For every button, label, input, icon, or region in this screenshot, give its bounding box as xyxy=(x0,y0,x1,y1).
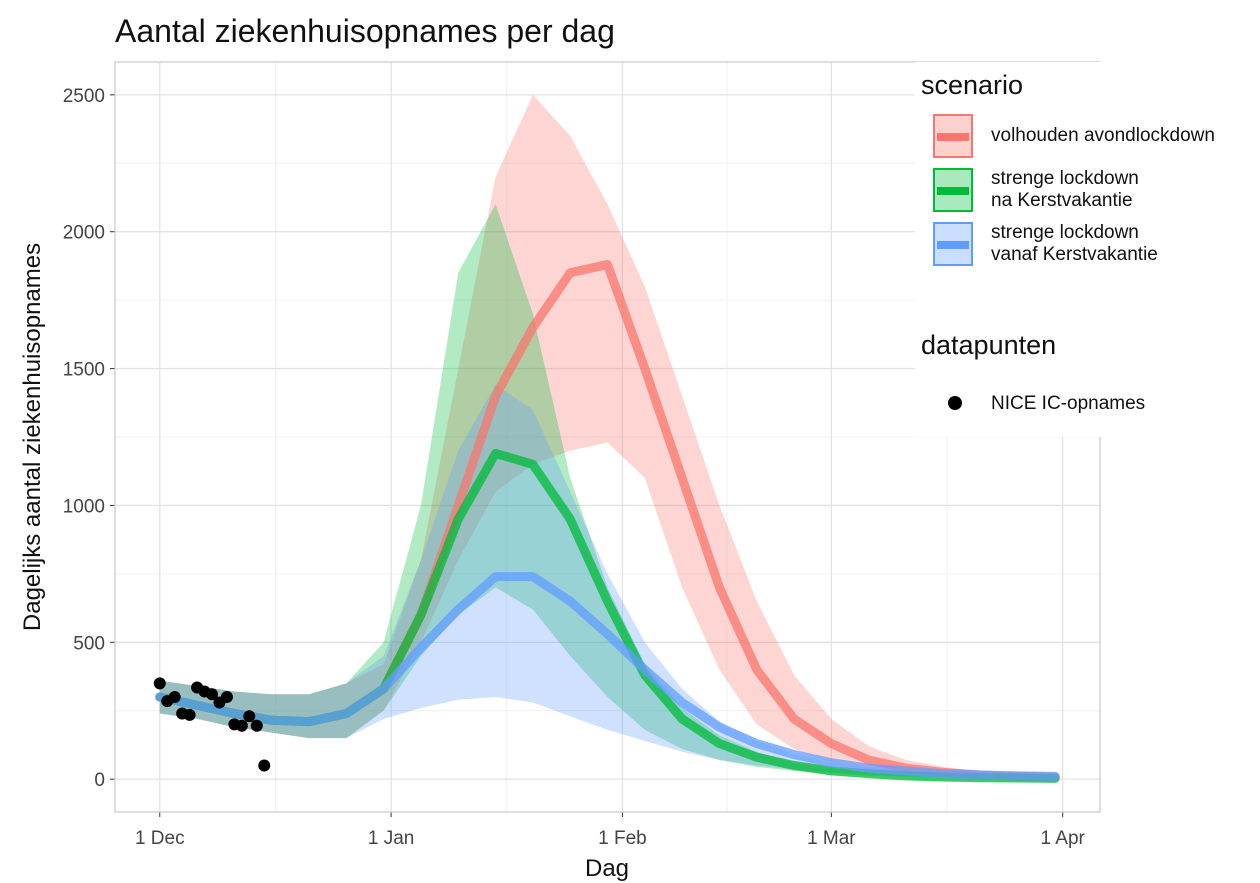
x-tick-label: 1 Dec xyxy=(135,828,185,849)
legend-label: NICE IC-opnames xyxy=(991,393,1146,414)
panel-border xyxy=(114,61,1101,813)
legend-item: volhouden avondlockdown xyxy=(933,114,1260,158)
legend-item: NICE IC-opnames xyxy=(933,382,1260,426)
y-tick-label: 0 xyxy=(94,770,105,791)
data-point xyxy=(153,677,166,690)
data-point xyxy=(258,759,271,772)
y-tick-label: 1000 xyxy=(63,496,105,517)
y-tick-label: 2000 xyxy=(63,223,105,244)
legend-item: strenge lockdown vanaf Kerstvakantie xyxy=(933,222,1260,266)
x-tick-label: 1 Jan xyxy=(368,828,414,849)
data-point xyxy=(243,710,256,723)
legend-line xyxy=(937,133,969,141)
legend-label: strenge lockdown na Kerstvakantie xyxy=(991,168,1139,211)
legend-key xyxy=(933,114,973,158)
data-point xyxy=(183,708,196,721)
ribbon xyxy=(159,94,1056,779)
x-tick-label: 1 Mar xyxy=(807,828,856,849)
data-point xyxy=(168,691,181,704)
legend-dot xyxy=(948,396,962,410)
x-axis-label: Dag xyxy=(585,855,629,882)
legend-title: scenario xyxy=(921,70,1024,100)
legend-item: strenge lockdown na Kerstvakantie xyxy=(933,168,1260,212)
data-point xyxy=(250,719,263,732)
y-tick-label: 500 xyxy=(73,633,105,654)
legend: scenario datapunten volhouden avondlockd… xyxy=(915,62,1260,437)
legend-key xyxy=(933,168,973,212)
data-point xyxy=(235,719,248,732)
x-tick-label: 1 Feb xyxy=(598,828,647,849)
legend-label: volhouden avondlockdown xyxy=(991,125,1215,146)
legend-key xyxy=(933,222,973,266)
legend-line xyxy=(937,187,969,195)
x-tick-label: 1 Apr xyxy=(1041,828,1086,849)
chart-title: Aantal ziekenhuisopnames per dag xyxy=(115,13,615,49)
plot-area: 0 500 1000 1500 2000 2500 1 Dec 1 Jan 1 Feb 1 Mar… xyxy=(63,61,1101,849)
legend-line xyxy=(937,241,969,249)
y-axis-label: Dagelijks aantal ziekenhuisopnames xyxy=(19,243,46,631)
data-point xyxy=(206,688,219,701)
y-tick-label: 2500 xyxy=(63,86,105,107)
legend-title: datapunten xyxy=(921,330,1057,360)
legend-label: strenge lockdown vanaf Kerstvakantie xyxy=(991,222,1158,265)
data-point xyxy=(220,691,233,704)
y-tick-label: 1500 xyxy=(63,360,105,381)
line xyxy=(155,572,1060,781)
